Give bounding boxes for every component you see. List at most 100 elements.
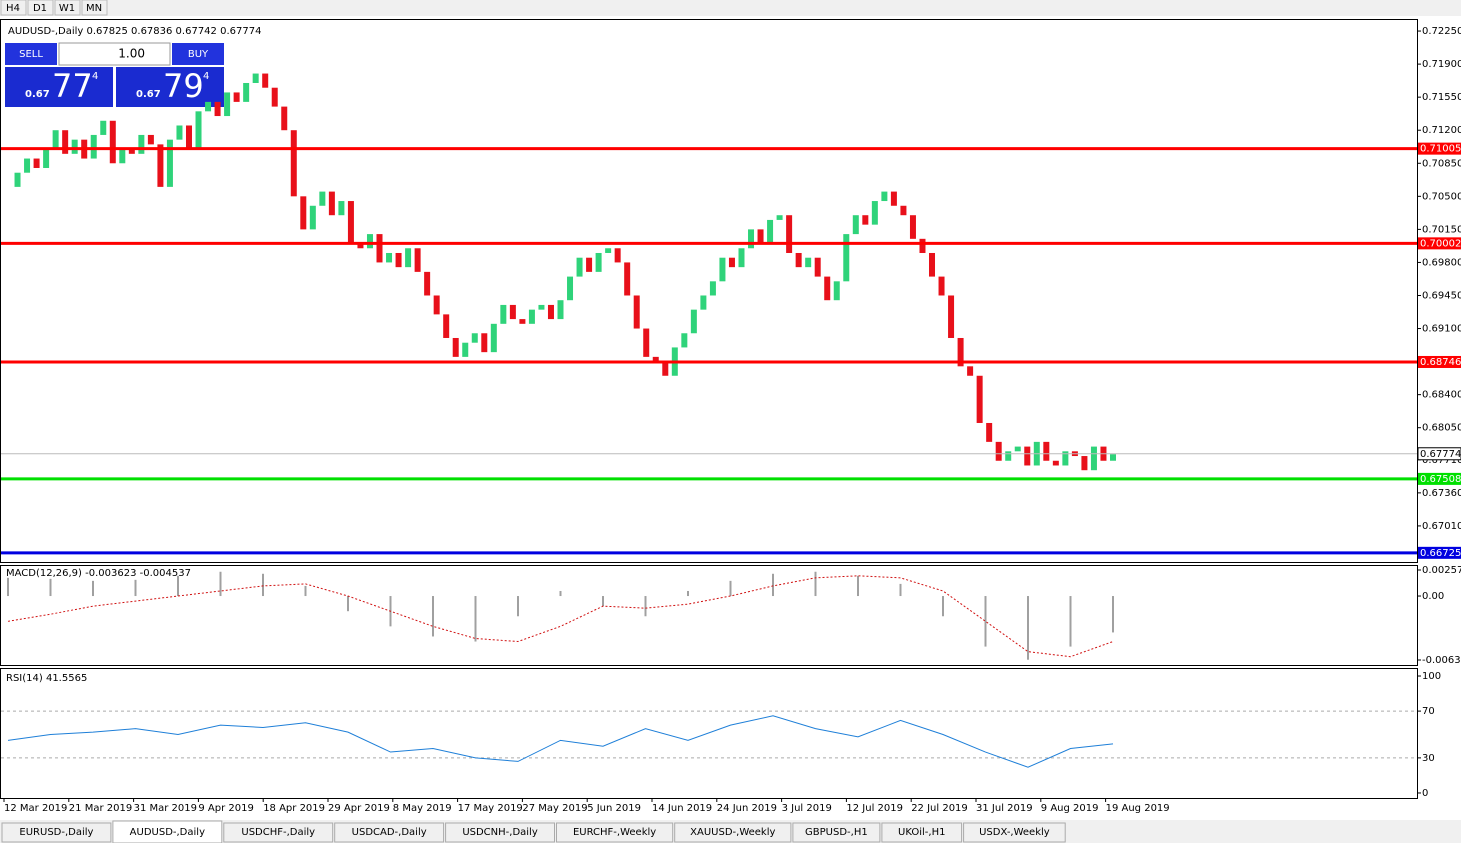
symbol-tab[interactable]	[792, 822, 881, 843]
timeframe-button[interactable]	[54, 0, 81, 16]
x-tick-label: 24 Jun 2019	[717, 803, 777, 814]
y-tick-label: -0.006326	[1422, 655, 1461, 666]
symbol-tab[interactable]	[674, 822, 792, 843]
candle	[224, 92, 231, 117]
candle	[871, 201, 878, 225]
candle	[14, 172, 21, 187]
candle	[909, 215, 916, 239]
symbol-tab[interactable]	[223, 822, 334, 843]
rsi-title: RSI(14) 41.5565	[6, 673, 87, 684]
lots-input[interactable]	[58, 42, 171, 66]
candle	[690, 309, 697, 334]
candle	[509, 304, 516, 320]
timeframe-button[interactable]	[0, 0, 27, 16]
candle	[519, 319, 526, 324]
candle	[128, 149, 135, 154]
candle	[748, 229, 755, 249]
x-tick-label: 22 Jul 2019	[911, 803, 968, 814]
x-tick-label: 29 Apr 2019	[328, 803, 390, 814]
candle	[957, 337, 964, 367]
candle	[443, 314, 450, 338]
x-tick-label: 18 Apr 2019	[263, 803, 325, 814]
x-tick-label: 31 Mar 2019	[134, 803, 197, 814]
candle	[262, 73, 269, 88]
timeframe-button[interactable]	[81, 0, 108, 16]
symbol-tab[interactable]	[556, 822, 674, 843]
symbol-tab[interactable]	[1, 822, 112, 843]
candle	[366, 234, 373, 249]
x-tick-label: 8 May 2019	[393, 803, 452, 814]
candle	[586, 257, 593, 272]
candle	[614, 248, 621, 263]
candle	[824, 276, 831, 301]
macd-title: MACD(12,26,9) -0.003623 -0.004537	[6, 568, 191, 579]
candle	[547, 304, 554, 320]
rsi-line	[7, 715, 1114, 768]
candle	[281, 106, 288, 131]
candle	[1052, 460, 1059, 466]
y-tick-label: 0.002574	[1422, 565, 1461, 576]
candle	[500, 304, 507, 324]
candle	[490, 323, 497, 353]
symbol-tab[interactable]	[445, 822, 556, 843]
level-label: 0.70002	[1420, 238, 1461, 249]
candle	[252, 73, 259, 83]
symbol-tab[interactable]	[881, 822, 963, 843]
candle	[52, 130, 59, 150]
candle	[376, 234, 383, 263]
symbol-tab[interactable]	[963, 822, 1066, 843]
main-frame	[0, 19, 1418, 563]
x-tick-label: 21 Mar 2019	[69, 803, 132, 814]
symbol-header: AUDUSD-,Daily 0.67825 0.67836 0.67742 0.…	[8, 26, 261, 37]
x-tick-label: 14 Jun 2019	[652, 803, 712, 814]
timeframe-label: MN	[86, 3, 102, 14]
candle	[338, 201, 345, 216]
candle	[214, 101, 221, 117]
candle	[1062, 451, 1069, 466]
symbol-tab-label: EURCHF-,Weekly	[573, 827, 656, 838]
timeframe-button[interactable]	[27, 0, 54, 16]
y-tick-label: 100	[1422, 671, 1441, 682]
candle	[1110, 454, 1116, 461]
rsi-frame	[0, 668, 1418, 799]
buy-frac: 4	[203, 71, 209, 82]
candle	[90, 134, 97, 159]
level-tag	[1418, 472, 1461, 485]
symbol-tab-label: XAUUSD-,Weekly	[690, 827, 775, 838]
candle	[929, 252, 936, 277]
sell-price[interactable]	[5, 67, 113, 107]
candle	[71, 139, 78, 154]
x-tick-label: 3 Jul 2019	[782, 803, 832, 814]
candle	[328, 191, 335, 216]
symbol-tab-label: EURUSD-,Daily	[19, 827, 93, 838]
level-tag	[1418, 546, 1461, 559]
y-tick-label: 0.69100	[1422, 324, 1461, 335]
sell-big: 0.67	[25, 89, 50, 100]
candle	[881, 191, 888, 202]
x-tick-label: 19 Aug 2019	[1106, 803, 1170, 814]
candle	[767, 219, 774, 244]
y-tick-label: 0	[1422, 788, 1428, 799]
level-label: 0.68746	[1420, 357, 1461, 368]
candle	[433, 295, 440, 315]
timeframe-label: W1	[59, 3, 75, 14]
candle	[33, 158, 40, 168]
candle	[709, 281, 716, 296]
y-tick-label: 0.71900	[1422, 59, 1461, 70]
sell-button[interactable]	[5, 43, 57, 65]
candle	[967, 366, 974, 376]
candle	[185, 125, 192, 150]
buy-big: 0.67	[136, 89, 161, 100]
symbol-tab[interactable]	[334, 822, 445, 843]
candle	[738, 248, 745, 268]
symbol-tab-label: UKOil-,H1	[898, 827, 945, 838]
y-tick-label: 0.70850	[1422, 158, 1461, 169]
candle	[624, 262, 631, 296]
x-tick-label: 9 Aug 2019	[1041, 803, 1099, 814]
sell-frac: 4	[92, 71, 98, 82]
candle	[595, 252, 602, 272]
candle	[290, 130, 297, 197]
x-tick-label: 12 Jul 2019	[846, 803, 903, 814]
buy-price[interactable]	[116, 67, 224, 107]
buy-button[interactable]	[172, 43, 224, 65]
